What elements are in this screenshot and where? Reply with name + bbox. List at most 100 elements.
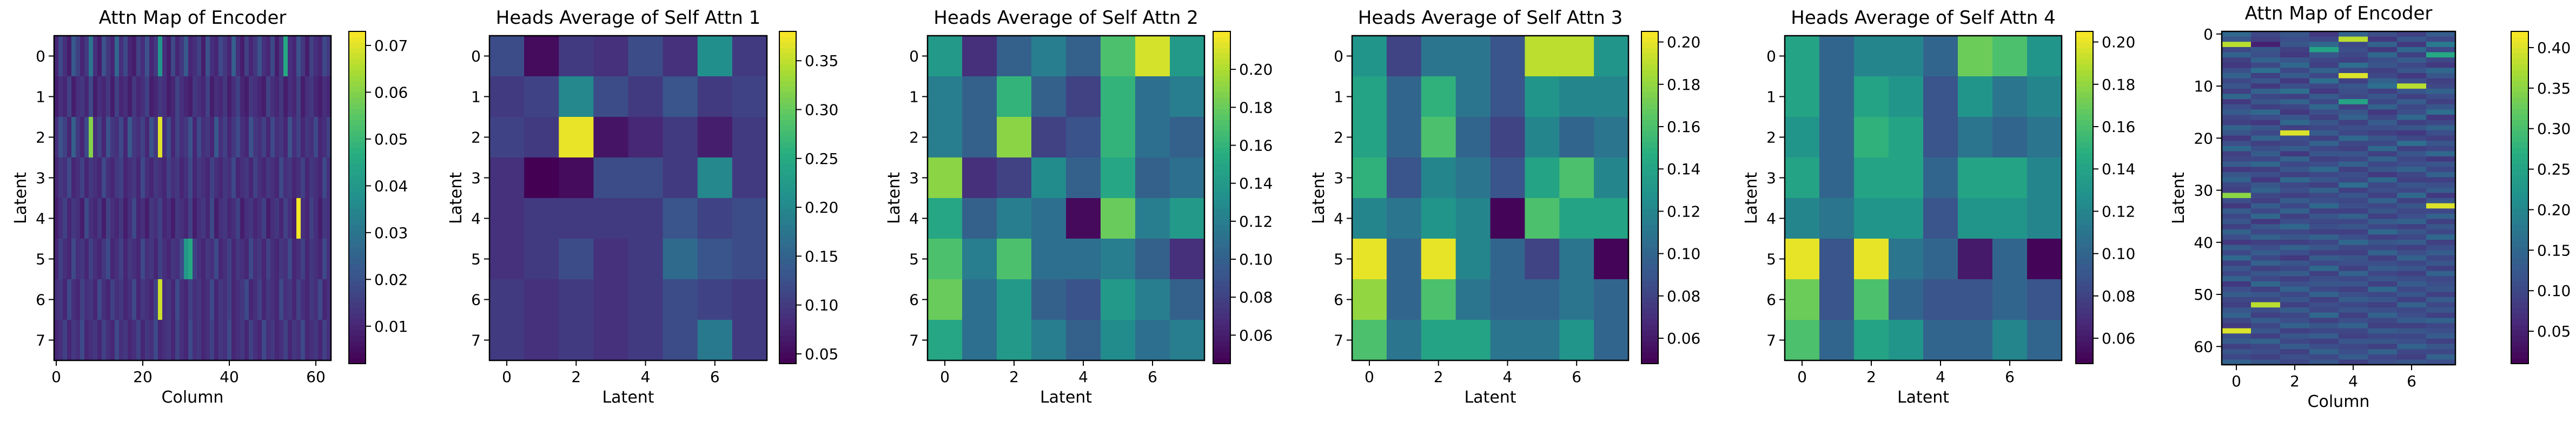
heatmap-cell [2339, 88, 2368, 95]
y-axis-label: Latent [447, 172, 466, 224]
heatmap-cell [2339, 120, 2368, 126]
heatmap-cell [2368, 234, 2398, 240]
heatmap-cell [2222, 141, 2251, 147]
colorbar-segment [779, 241, 796, 248]
x-axis-label: Column [2308, 392, 2370, 411]
heatmap-cell [1101, 157, 1136, 199]
heatmap-cell [2309, 47, 2339, 53]
colorbar-segment [2511, 302, 2528, 309]
heatmap-cell [1525, 117, 1560, 158]
heatmap-cell [266, 117, 271, 158]
heatmap-cell [206, 76, 210, 117]
heatmap-cell [697, 117, 733, 158]
axes-frame [1351, 35, 1630, 361]
axes-frame [926, 35, 1206, 361]
heatmap-cell [2309, 68, 2339, 74]
heatmap-cell [227, 198, 232, 239]
colorbar-segment [779, 336, 796, 342]
heatmap-cell [2426, 224, 2456, 230]
heatmap-cell [102, 76, 107, 117]
y-tick-label: 2 [909, 129, 919, 147]
heatmap-cell [2251, 302, 2281, 308]
heatmap-cell [2280, 172, 2310, 178]
heatmap-cell [171, 239, 176, 280]
chart-title: Heads Average of Self Attn 2 [933, 7, 1198, 29]
heatmap-cell [2339, 193, 2368, 199]
colorbar-tick-label: 0.10 [2537, 282, 2571, 300]
heatmap-cell [262, 320, 267, 361]
colorbar-segment [1641, 42, 1658, 49]
heatmap-cell [102, 279, 107, 320]
chart-title: Heads Average of Self Attn 1 [496, 7, 760, 29]
colorbar-segment [1641, 103, 1658, 110]
y-tick-label: 2 [471, 129, 481, 147]
heatmap-cell [1135, 320, 1170, 361]
heatmap-cell [2426, 146, 2456, 152]
y-tick-label: 7 [1334, 332, 1343, 350]
heatmap-cell [296, 76, 301, 117]
heatmap-cell [2368, 36, 2398, 42]
heatmap-cell [2397, 260, 2427, 266]
heatmap-cell [2339, 141, 2368, 147]
colorbar-segment [2511, 358, 2528, 364]
heatmap-cell [2339, 99, 2368, 105]
heatmap-cell [279, 239, 284, 280]
heatmap-cell [175, 117, 180, 158]
heatmap-cell [1958, 117, 1993, 158]
heatmap-cell [1559, 117, 1594, 158]
heatmap-cell [1594, 76, 1629, 117]
heatmap-cell [1421, 117, 1456, 158]
heatmap-cell [1992, 36, 2028, 77]
heatmap-cell [2222, 193, 2251, 199]
y-tick-label: 1 [1334, 88, 1343, 106]
heatmap-cell [84, 239, 89, 280]
heatmap-cell [732, 157, 767, 199]
heatmap-cell [2368, 57, 2398, 63]
heatmap-cell [141, 36, 145, 77]
heatmap-cell [2426, 42, 2456, 48]
colorbar-segment [2076, 186, 2093, 193]
colorbar-segment [779, 302, 796, 309]
heatmap-cell [322, 117, 327, 158]
colorbar-tick-label: 0.30 [2537, 120, 2571, 138]
colorbar: 0.050.100.150.200.250.300.35 [779, 31, 838, 364]
heatmap-cell [188, 239, 193, 280]
heatmap-cell [119, 198, 124, 239]
colorbar-segment [349, 313, 366, 320]
heatmap-cell [2397, 318, 2427, 324]
colorbar-tick-label: 0.06 [1667, 330, 1700, 347]
heatmap-cell [2397, 328, 2427, 334]
heatmap-cell [1559, 36, 1594, 77]
heatmap-cell [2222, 359, 2251, 365]
heatmap-cell [2251, 203, 2281, 209]
heatmap-cell [71, 36, 76, 77]
colorbar-segment [1213, 186, 1230, 193]
heatmap-cell [288, 279, 293, 320]
heatmap-cell [275, 320, 280, 361]
heatmap-cell [305, 239, 310, 280]
heatmap-cell [184, 320, 189, 361]
heatmap-cell [2251, 88, 2281, 95]
heatmap-cell [2280, 47, 2310, 53]
heatmap-cell [253, 117, 258, 158]
y-tick-label: 2 [36, 129, 45, 147]
heatmap-cell [2280, 349, 2310, 355]
heatmap-cell [2426, 94, 2456, 100]
colorbar-segment [1213, 114, 1230, 121]
colorbar-segment [349, 352, 366, 359]
heatmap-cell [2397, 88, 2427, 95]
heatmap-cell [2251, 167, 2281, 173]
heatmap-cell [288, 157, 293, 199]
heatmap-cell [227, 157, 232, 199]
heatmap-cell [2339, 187, 2368, 193]
heatmap-cell [218, 198, 223, 239]
heatmap-cell [2222, 115, 2251, 121]
heatmap-cell [2280, 323, 2310, 329]
heatmap-cell [1170, 157, 1205, 199]
heatmap-cell [2339, 271, 2368, 277]
heatmap-cell [275, 36, 280, 77]
colorbar-segment [2511, 347, 2528, 353]
heatmap-cell [2368, 266, 2398, 272]
colorbar-tick-label: 0.35 [805, 52, 838, 70]
